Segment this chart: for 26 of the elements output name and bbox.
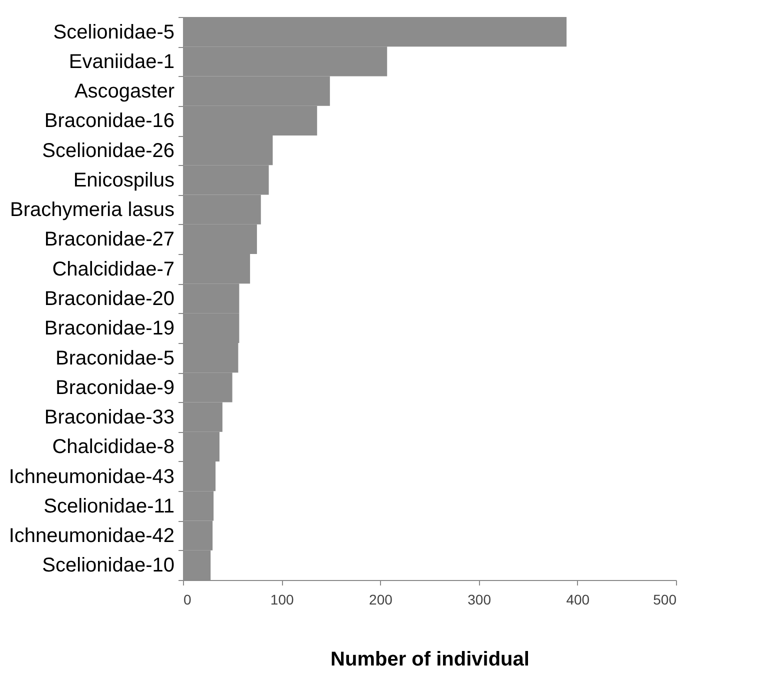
x-axis-title: Number of individual: [330, 648, 530, 670]
y-tick-label: Scelionidae-11: [44, 495, 174, 518]
y-tick-label: Evaniidae-1: [68, 50, 174, 73]
y-tick-label: Chalcididae-8: [52, 436, 174, 458]
y-tick-label: Braconidae-16: [44, 110, 174, 132]
y-tick-label: Chalcididae-7: [52, 258, 174, 280]
y-tick-label: Braconidae-5: [56, 347, 174, 370]
y-tick-label: Scelionidae-26: [42, 140, 174, 162]
y-tick-label: Braconidae-9: [56, 376, 174, 399]
y-tick-label: Ichneumonidae-43: [8, 466, 174, 488]
x-tick-label: 300: [468, 592, 492, 608]
y-tick-label: Scelionidae-5: [53, 21, 174, 44]
y-tick-label: Ascogaster: [74, 80, 175, 103]
y-tick-label: Braconidae-20: [44, 288, 174, 310]
y-tick-label: Braconidae-19: [44, 318, 174, 340]
y-tick-label: Enicospilus: [73, 169, 174, 192]
x-tick-label: 200: [369, 592, 393, 608]
y-tick-label: Braconidae-33: [44, 406, 174, 429]
x-tick-label: 100: [270, 592, 294, 608]
y-tick-label: Scelionidae-10: [42, 554, 174, 577]
y-tick-label: Ichneumonidae-42: [8, 525, 174, 548]
x-tick-label: 500: [653, 592, 677, 608]
x-tick-label: 0: [184, 592, 192, 608]
y-tick-label: Braconidae-27: [44, 228, 174, 251]
y-tick-label: Brachymeria lasus: [10, 199, 174, 222]
x-tick-label: 400: [566, 592, 590, 608]
